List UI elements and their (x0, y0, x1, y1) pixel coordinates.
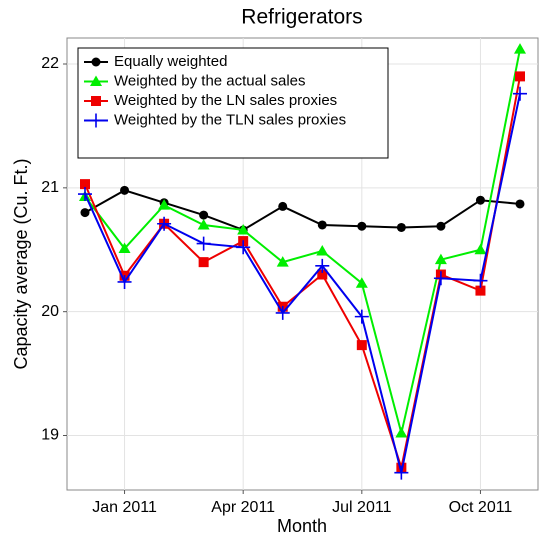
point (236, 240, 251, 255)
point (80, 208, 90, 218)
point (157, 216, 172, 231)
x-tick-label: Jul 2011 (332, 499, 391, 516)
point (356, 340, 367, 351)
point (89, 113, 103, 128)
x-tick-label: Apr 2011 (211, 499, 275, 516)
point (473, 273, 488, 288)
point (118, 242, 131, 254)
point (317, 220, 327, 230)
point (196, 236, 211, 251)
point (434, 253, 447, 265)
line (84, 189, 521, 232)
point (80, 179, 90, 190)
point (515, 71, 525, 82)
point (396, 222, 406, 232)
point (91, 96, 101, 106)
point (316, 244, 329, 256)
point (78, 187, 92, 202)
y-tick-label: 22 (41, 55, 59, 72)
point (395, 427, 408, 438)
y-tick-label: 21 (41, 179, 59, 196)
point (199, 210, 209, 220)
point (436, 221, 446, 231)
legend-label: Equally weighted (114, 53, 227, 70)
point (237, 223, 250, 235)
point (198, 257, 209, 268)
point (158, 199, 171, 210)
x-tick-label: Jan 2011 (92, 499, 157, 516)
point (394, 465, 409, 480)
x-axis-label: Month (277, 516, 327, 536)
point (275, 305, 290, 320)
point (475, 195, 485, 205)
point (91, 57, 101, 67)
point (474, 243, 487, 255)
point (433, 271, 448, 286)
point (355, 277, 368, 288)
legend-label: Weighted by the TLN sales proxies (114, 111, 346, 128)
legend-label: Weighted by the LN sales proxies (114, 92, 337, 109)
legend: Equally weighted Weighted by the actual s… (77, 47, 389, 159)
point (90, 75, 102, 86)
x-tick-label: Oct 2011 (449, 499, 513, 516)
point (514, 43, 526, 54)
legend-box (77, 47, 389, 159)
point (278, 201, 288, 211)
chart-title: Refrigerators (241, 6, 362, 29)
y-tick-label: 19 (41, 427, 59, 444)
point (357, 221, 367, 231)
point (315, 258, 330, 273)
y-tick-label: 20 (41, 303, 59, 320)
point (515, 199, 525, 209)
point (317, 269, 328, 280)
point (117, 274, 132, 289)
point (197, 218, 210, 230)
point (513, 86, 527, 101)
point (475, 285, 486, 296)
y-axis-label: Capacity average (Cu. Ft.) (11, 158, 31, 369)
legend-label: Weighted by the actual sales (114, 72, 306, 89)
point (276, 256, 289, 267)
line (84, 48, 521, 434)
point (120, 185, 130, 195)
point (354, 309, 369, 324)
